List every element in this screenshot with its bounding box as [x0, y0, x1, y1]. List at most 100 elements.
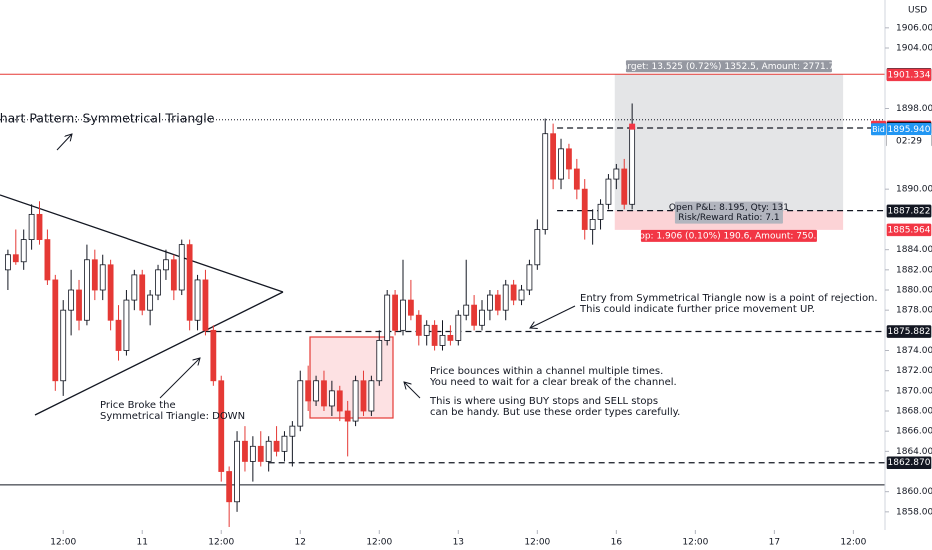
candle-body: [479, 309, 485, 326]
x-tick-label: 12:00: [208, 538, 234, 548]
x-tick-label: 12:00: [840, 538, 866, 548]
annotation: This is where using BUY stops and SELL s…: [429, 396, 658, 407]
candle-body: [297, 380, 304, 427]
y-tick-label: 1858.000: [896, 507, 932, 517]
annotation: You need to wait for a clear break of th…: [429, 377, 677, 388]
candle-body: [400, 299, 406, 331]
candle-body: [5, 254, 11, 271]
price-label: 1887.822: [888, 207, 931, 217]
x-tick-label: 16: [611, 538, 623, 548]
pnl-label: Open P&L: 8.195, Qty: 131: [669, 203, 789, 213]
candle-body: [471, 304, 478, 326]
candle-body: [234, 440, 240, 503]
triangle: [0, 194, 284, 416]
candle-body: [321, 380, 327, 407]
candle-body: [289, 425, 296, 437]
candle-body: [68, 289, 75, 311]
candle-body: [163, 259, 169, 271]
last-price-marker: [629, 123, 636, 130]
y-tick-label: 1874.000: [896, 346, 932, 356]
candle-body: [455, 314, 462, 341]
candle-body: [218, 380, 225, 472]
price-tag-bg: [871, 123, 886, 136]
candle-body: [589, 219, 596, 230]
y-tick-label: 1906.000: [896, 23, 932, 33]
candle-body: [463, 304, 470, 316]
candle-body: [107, 264, 114, 321]
candle-body: [360, 380, 367, 412]
x-tick-label: 12:00: [524, 538, 550, 548]
arrow: [530, 305, 576, 328]
candle-body: [242, 440, 248, 462]
y-tick-label: 1878.000: [896, 306, 932, 316]
candle-body: [91, 259, 98, 291]
candle-body: [76, 289, 82, 321]
candle-body: [99, 264, 106, 291]
candle-body: [415, 314, 422, 336]
countdown: 02:29: [896, 137, 922, 147]
stop-label: Stop: 1.906 (0.10%) 190.6, Amount: 750.3…: [630, 231, 828, 241]
candle-body: [305, 380, 312, 402]
price-label-bg: [886, 325, 932, 338]
target-label: Target: 13.525 (0.72%) 1352.5, Amount: 2…: [617, 62, 841, 72]
candle-body: [265, 440, 272, 462]
candle-body: [597, 203, 604, 220]
candle-body: [566, 148, 572, 170]
y-tick-label: 1864.000: [896, 447, 932, 457]
candle-body: [131, 274, 138, 301]
candle-body: [423, 324, 430, 336]
candle-body: [12, 254, 19, 263]
x-tick-label: 12:00: [682, 538, 708, 548]
y-tick-label: 1870.000: [896, 386, 932, 396]
candle-body: [139, 274, 146, 311]
currency: USD: [908, 6, 927, 16]
candle-body: [526, 264, 533, 291]
candle-body: [170, 259, 177, 291]
candle-body: [194, 279, 201, 321]
candle-body: [178, 244, 185, 291]
candle-body: [28, 213, 35, 240]
candle-body: [20, 239, 27, 263]
arrow: [56, 134, 72, 151]
price-label-bg: [886, 204, 932, 218]
candle-body: [84, 259, 90, 321]
candle-body: [368, 380, 375, 412]
annotation: Symmetrical Triangle: DOWN: [100, 411, 245, 422]
y-tick-label: 1884.000: [896, 245, 932, 255]
x-tick-label: 12:00: [50, 538, 76, 548]
y-tick-label: 1898.000: [896, 104, 932, 114]
candle-body: [123, 299, 130, 351]
candle-body: [392, 294, 398, 331]
candle-body: [344, 410, 351, 422]
y-tick-label: 1860.000: [896, 487, 932, 497]
candle-body: [407, 299, 414, 316]
candle-body: [439, 334, 446, 346]
candle-body: [352, 380, 359, 422]
y-tick-label: 1904.000: [896, 43, 932, 53]
candle-body: [613, 168, 620, 180]
arrow: [159, 358, 200, 399]
target-label-bg: [625, 60, 832, 73]
y-tick-label: 1866.000: [896, 427, 932, 437]
price-label-bg: [886, 223, 932, 237]
candle-body: [550, 133, 557, 180]
price-label: 1895.940: [888, 125, 931, 135]
candle-body: [60, 309, 67, 382]
rr-label: Risk/Reward Ratio: 7.1: [678, 213, 779, 223]
pnl-bg: [674, 201, 783, 224]
candle-body: [431, 324, 438, 346]
candle-body: [384, 294, 391, 341]
candle-body: [502, 284, 509, 311]
price-label: 1901.334: [888, 70, 931, 80]
y-tick-label: 1880.000: [896, 286, 932, 296]
candle-body: [186, 244, 193, 321]
x-tick-label: 12:00: [366, 538, 392, 548]
stop-label-bg: [640, 229, 817, 242]
candle-body: [147, 294, 154, 311]
price-label-bg: [886, 68, 932, 82]
candle-body: [542, 133, 549, 230]
candle-body: [629, 126, 636, 205]
candle-body: [281, 435, 288, 452]
arrow: [404, 382, 421, 399]
